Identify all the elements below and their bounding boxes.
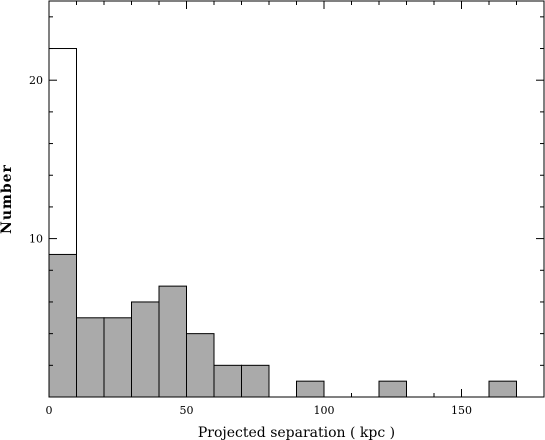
filled-histogram-bar <box>296 380 325 398</box>
filled-histogram-bar <box>131 301 160 398</box>
x-tick-label: 0 <box>46 404 53 417</box>
filled-histogram-bar <box>186 333 215 398</box>
filled-histogram-bar <box>103 317 132 398</box>
tick-labels: 0 50 100 150 10 20 <box>29 74 472 417</box>
filled-histogram-bar <box>158 285 187 398</box>
y-axis-label: Number <box>0 164 15 234</box>
filled-histogram-bar <box>488 380 517 398</box>
filled-histogram-bar <box>213 364 242 398</box>
filled-histogram-bar <box>76 317 105 398</box>
filled-histogram-bar <box>378 380 407 398</box>
x-tick-label: 100 <box>314 404 335 417</box>
bars-layer <box>48 48 517 398</box>
y-tick-label: 10 <box>29 233 43 246</box>
filled-histogram-bar <box>48 253 77 398</box>
x-tick-label: 150 <box>451 404 472 417</box>
plot-frame <box>48 0 545 398</box>
filled-histogram-bar <box>241 364 270 398</box>
x-tick-label: 50 <box>180 404 194 417</box>
x-axis-label: Projected separation ( kpc ) <box>198 425 395 440</box>
y-tick-label: 20 <box>29 74 43 87</box>
